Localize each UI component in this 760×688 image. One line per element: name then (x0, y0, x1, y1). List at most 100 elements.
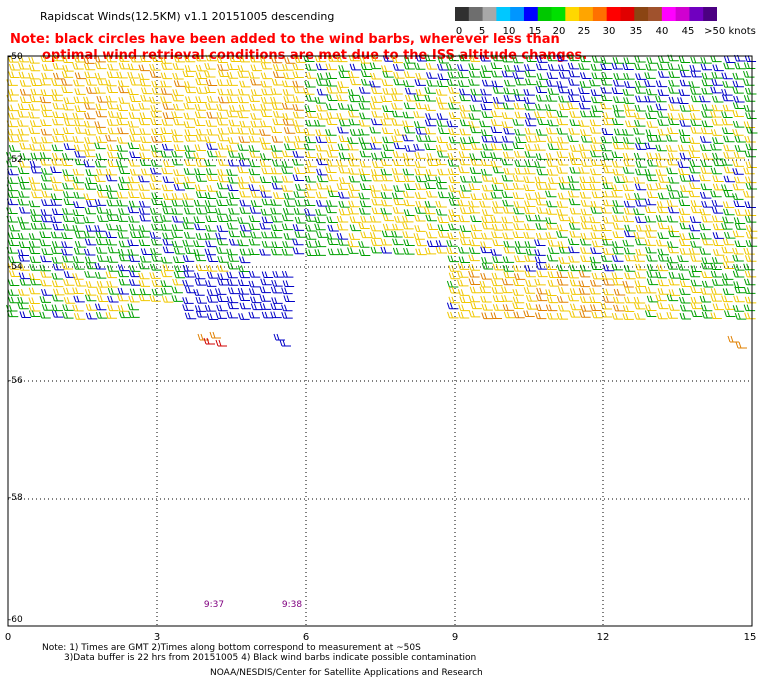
wind-barb (6, 198, 19, 206)
wind-barb (140, 136, 152, 143)
wind-barb (85, 169, 97, 176)
colorbar-label: 25 (577, 26, 591, 37)
wind-barb (72, 287, 84, 295)
wind-barb (634, 312, 646, 320)
wind-barb (646, 191, 659, 198)
wind-barb (481, 192, 494, 200)
wind-barb (491, 287, 504, 294)
wind-barb (162, 112, 174, 119)
wind-barb (349, 216, 362, 223)
wind-barb (325, 136, 337, 144)
wind-barb (18, 62, 30, 70)
wind-barb (85, 262, 98, 270)
wind-barb (424, 104, 436, 111)
wind-barb (468, 70, 481, 78)
wind-barb (260, 208, 273, 216)
wind-barb (293, 167, 306, 174)
wind-barb (655, 144, 667, 152)
wind-barb (611, 62, 623, 70)
wind-barb (215, 150, 227, 158)
wind-barb (72, 62, 84, 70)
wind-barb (481, 303, 493, 311)
wind-barb (567, 294, 580, 302)
wind-barb (316, 231, 328, 238)
lon-label-15: 15 (743, 632, 757, 643)
wind-barb (490, 126, 503, 134)
wind-barb (666, 134, 678, 142)
wind-barb (667, 206, 680, 214)
wind-barb (403, 126, 416, 134)
wind-barb (678, 199, 690, 206)
wind-barb (315, 136, 327, 143)
wind-barb (679, 280, 692, 287)
wind-barb (261, 167, 273, 175)
wind-barb (7, 191, 19, 198)
wind-barb (436, 182, 448, 190)
wind-barb (226, 222, 239, 230)
wind-barb (666, 256, 679, 264)
wind-barb (150, 110, 162, 118)
wind-barb (578, 280, 590, 288)
wind-barb (84, 289, 97, 296)
wind-barb (633, 231, 645, 239)
wind-barb (535, 304, 548, 311)
wind-barb (227, 255, 240, 262)
wind-barb (348, 95, 361, 103)
wind-barb (590, 247, 602, 254)
wind-barb (19, 142, 31, 150)
wind-barb (139, 128, 151, 135)
wind-barb (6, 215, 19, 223)
wind-barb (402, 111, 414, 119)
wind-barb (448, 286, 461, 294)
wind-barb (491, 224, 504, 231)
wind-barb (249, 103, 262, 111)
wind-barb (8, 71, 20, 78)
wind-barb (315, 208, 327, 216)
wind-barb (634, 80, 647, 88)
wind-barb (546, 168, 559, 176)
wind-barb (492, 263, 505, 271)
wind-barb (437, 127, 450, 135)
wind-barb (17, 110, 29, 118)
wind-barb (690, 302, 702, 310)
wind-barb (292, 104, 304, 111)
wind-barb (590, 206, 602, 214)
wind-barb (589, 216, 601, 224)
wind-barb (459, 88, 471, 96)
wind-barb (50, 216, 62, 223)
wind-barb (435, 144, 448, 152)
wind-barb (644, 310, 657, 318)
colorbar-label: 35 (629, 26, 643, 37)
wind-barb (633, 296, 646, 304)
wind-barb (479, 120, 491, 128)
wind-barb (501, 278, 514, 286)
wind-barb (316, 112, 329, 120)
colorbar-label: 15 (528, 26, 542, 37)
wind-barb (96, 206, 108, 214)
wind-barb (667, 118, 680, 126)
wind-barb (391, 87, 403, 95)
wind-barb (204, 136, 216, 143)
wind-barb (83, 193, 95, 200)
wind-barb (338, 71, 350, 79)
wind-barb (633, 112, 646, 120)
wind-barb (712, 137, 724, 144)
wind-barb (51, 158, 63, 166)
wind-barb (701, 79, 713, 87)
wind-barb (250, 231, 262, 239)
wind-barb (481, 143, 494, 151)
wind-barb (534, 249, 546, 256)
wind-barb (237, 239, 249, 247)
wind-barb (18, 191, 30, 198)
wind-barb (227, 262, 239, 270)
wind-barb (182, 200, 194, 207)
wind-barb (6, 79, 18, 86)
wind-barb (557, 192, 570, 200)
wind-barb (216, 199, 228, 207)
wind-barb (732, 86, 744, 94)
wind-barb (578, 166, 590, 174)
wind-barb (525, 279, 537, 287)
wind-barb (424, 127, 436, 135)
wind-barb (338, 200, 350, 208)
wind-barb (589, 168, 602, 176)
